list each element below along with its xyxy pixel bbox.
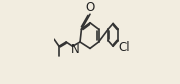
Text: N: N: [71, 43, 80, 56]
Text: O: O: [85, 1, 95, 14]
Text: Cl: Cl: [118, 41, 130, 54]
